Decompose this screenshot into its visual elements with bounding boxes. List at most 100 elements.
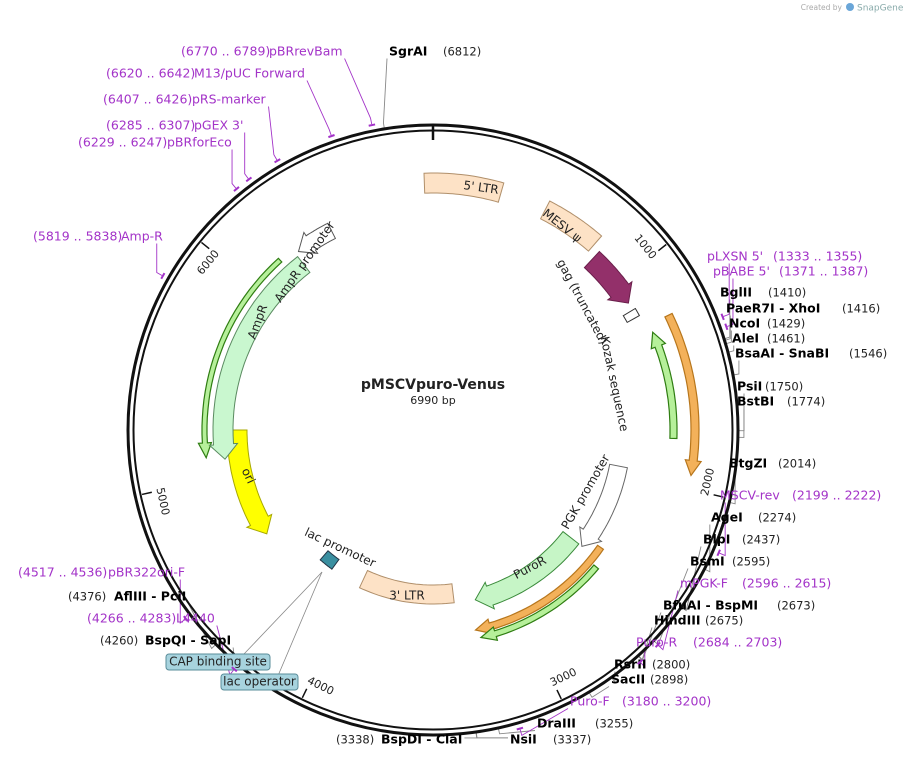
feature-arc	[664, 312, 703, 477]
enzyme-name: SgrAI	[389, 44, 427, 59]
enzyme-position: (2014)	[778, 457, 816, 471]
leader-line	[725, 330, 732, 345]
primer-name: M13/pUC Forward	[194, 66, 305, 81]
primer-mark	[245, 176, 253, 183]
enzyme-position: (1429)	[767, 317, 805, 331]
primer-name: pBR322ori-F	[108, 565, 185, 580]
enzyme-position: (3255)	[595, 717, 633, 731]
feature-label: lac promoter	[302, 525, 378, 570]
primer-label: (1371 .. 1387) pBABE 5'	[713, 264, 868, 279]
feature	[358, 569, 455, 605]
leader-line	[475, 731, 508, 739]
enzyme-position: (1750)	[765, 380, 803, 394]
leader-line	[231, 149, 237, 189]
leader-line	[588, 686, 610, 698]
primer-range: (2596 .. 2615)	[742, 576, 831, 591]
primer-name: pBRforEco	[167, 135, 232, 150]
enzyme-name: NsiI	[510, 732, 537, 747]
enzyme-name: BsaAI - SnaBI	[735, 346, 829, 361]
feature-arc	[650, 330, 678, 440]
leader-line	[344, 58, 373, 125]
region-label: CAP binding site	[169, 655, 267, 669]
feature	[208, 255, 311, 460]
leader-line	[723, 263, 730, 317]
enzyme-name: DraIII	[537, 716, 576, 731]
leader-line	[268, 106, 278, 161]
enzyme-position: (3337)	[553, 733, 591, 747]
leader-line	[640, 649, 646, 669]
enzyme-position: (2800)	[652, 658, 690, 672]
leader-line	[519, 708, 569, 737]
primer-name: Puro-R	[636, 635, 677, 650]
primer-range: (1333 .. 1355)	[773, 249, 862, 264]
primer-mark	[368, 123, 376, 127]
enzyme-position: (2437)	[742, 533, 780, 547]
enzyme-name: SacII	[611, 672, 645, 687]
primer-range: (6407 .. 6426)	[103, 92, 192, 107]
primer-name: mPGK-F	[680, 576, 728, 591]
primer-label: (5819 .. 5838)Amp-R	[33, 229, 163, 244]
leader-line	[156, 243, 163, 276]
primer-mark	[274, 158, 281, 164]
tick-label: 6000	[194, 247, 222, 277]
enzyme-name: PsiI	[737, 379, 762, 394]
feature-arc	[479, 564, 600, 642]
brand-icon	[846, 3, 854, 11]
tick-mark	[141, 491, 152, 496]
enzyme-position: (2675)	[705, 614, 743, 628]
feature	[423, 172, 505, 203]
plasmid-size: 6990 bp	[410, 394, 455, 407]
enzyme-position: (1461)	[767, 332, 805, 346]
plasmid-name: pMSCVpuro-Venus	[361, 377, 505, 393]
primer-range: (1371 .. 1387)	[779, 264, 868, 279]
primer-label: (6285 .. 6307)pGEX 3'	[106, 118, 243, 133]
primer-name: pBABE 5'	[713, 264, 770, 279]
enzyme-name: BglII	[720, 285, 752, 300]
feature	[583, 250, 633, 304]
enzyme-position: (1416)	[842, 302, 880, 316]
leader-line	[727, 345, 735, 353]
region-leader	[243, 571, 323, 655]
backbone-outer	[126, 123, 740, 737]
primer-mark	[231, 666, 238, 673]
primer-range: (5819 .. 5838)	[33, 229, 122, 244]
enzyme-position: (1410)	[768, 286, 806, 300]
primer-name: MSCV-rev	[720, 488, 780, 503]
enzyme-name: HindIII	[654, 613, 701, 628]
primer-range: (2684 .. 2703)	[693, 635, 782, 650]
enzyme-position: (3338)	[336, 733, 374, 747]
primer-label: (6620 .. 6642)M13/pUC Forward	[106, 66, 305, 81]
primer-range: (4266 .. 4283)	[87, 611, 176, 626]
leader-line	[723, 299, 731, 340]
leader-line	[306, 80, 332, 136]
feature	[226, 429, 273, 535]
feature	[539, 200, 603, 252]
leader-line	[737, 408, 745, 438]
enzyme-name: BstBI	[737, 394, 774, 409]
leader-line	[727, 278, 734, 327]
enzyme-name: RsrII	[614, 657, 647, 672]
primer-mark	[637, 659, 644, 665]
tick-mark	[556, 689, 562, 700]
primer-mark	[183, 615, 189, 622]
enzyme-position: (4376)	[68, 590, 106, 604]
leader-line	[497, 727, 536, 735]
primer-range: (6620 .. 6642)	[106, 66, 195, 81]
primer-mark	[328, 134, 335, 139]
primer-name: pLXSN 5'	[707, 249, 763, 264]
primer-label: (2596 .. 2615) mPGK-F	[680, 576, 831, 591]
primer-label: (1333 .. 1355) pLXSN 5'	[707, 249, 862, 264]
feature-label: ori	[239, 466, 258, 486]
primer-range: (3180 .. 3200)	[622, 694, 711, 709]
primer-mark	[160, 272, 166, 280]
feature-arc	[197, 257, 283, 460]
primer-name: pGEX 3'	[194, 118, 243, 133]
primer-mark	[716, 549, 721, 557]
primer-label: (4517 .. 4536) pBR322ori-F	[18, 565, 185, 580]
enzyme-position: (2673)	[777, 599, 815, 613]
feature	[297, 222, 337, 255]
region-leader	[278, 571, 323, 675]
leader-line	[704, 524, 711, 573]
primer-mark	[516, 726, 524, 731]
primer-mark	[233, 186, 240, 192]
